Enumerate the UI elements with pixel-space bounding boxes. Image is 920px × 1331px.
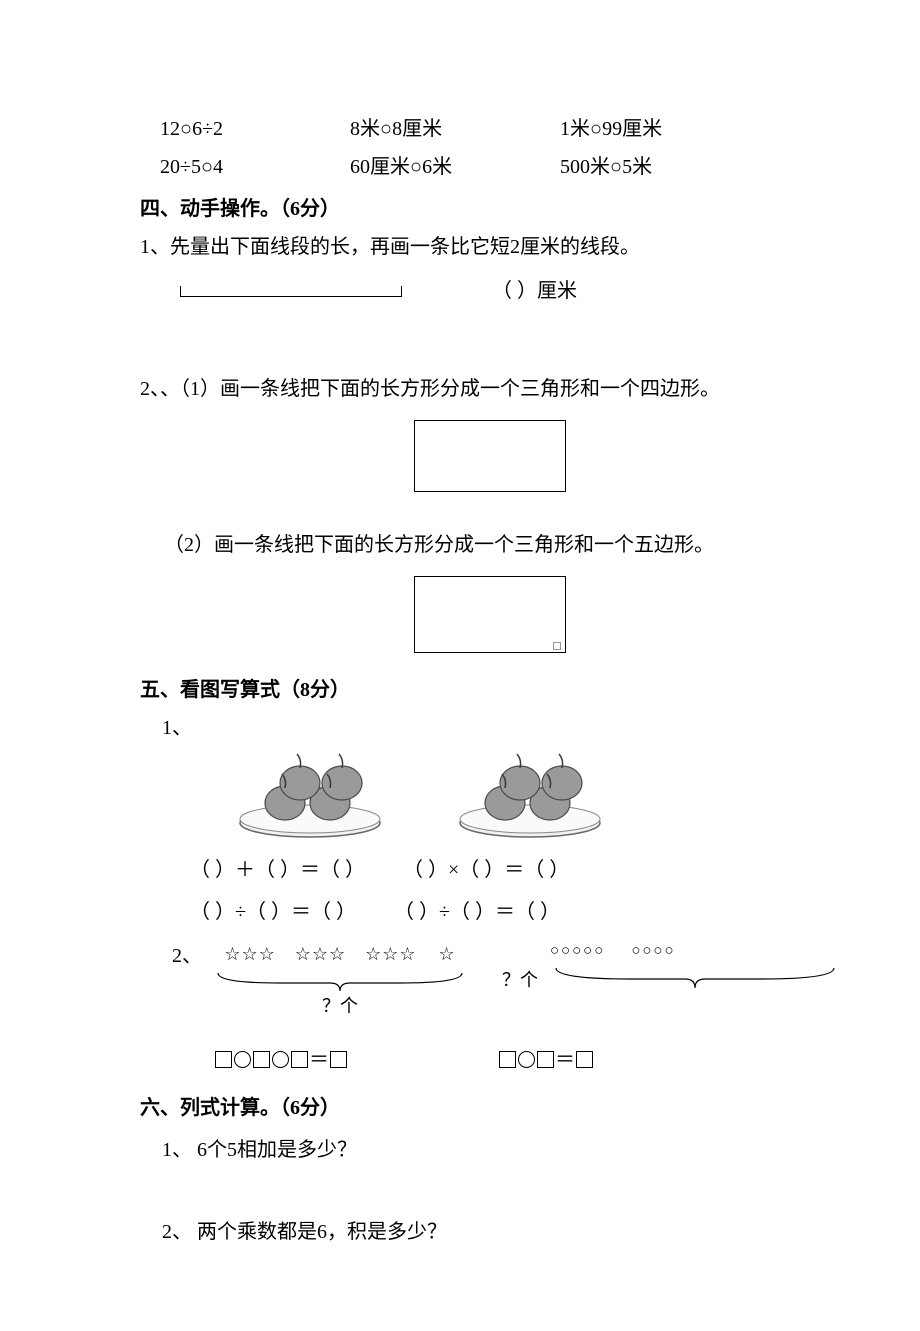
segment-length-blank: （ ）厘米 (492, 272, 577, 310)
compare-1a: 12○6÷2 (160, 110, 350, 148)
section-4-heading: 四、动手操作。（6分） (140, 190, 840, 228)
rectangle-1 (414, 420, 566, 492)
eq-div1: （ ）÷（ ）＝（ ） (190, 901, 356, 923)
s5-eq-row1: （ ）＋（ ）＝（ ） （ ）×（ ）＝（ ） (190, 849, 840, 891)
eq-mul: （ ）×（ ）＝（ ） (403, 859, 569, 881)
brace-right-icon (550, 966, 840, 988)
circles-group-a: ○○○○○ (550, 937, 605, 966)
s6-q1: 1、 6个5相加是多少？ (162, 1131, 840, 1169)
s5-q2-label: 2、 (150, 937, 210, 975)
section-5-heading: 五、看图写算式（8分） (140, 671, 840, 709)
s4-segment-row: （ ）厘米 (140, 272, 840, 310)
eq-add: （ ）＋（ ）＝（ ） (190, 859, 365, 881)
apple-plates (230, 753, 840, 843)
s5-q1-label: 1、 (140, 709, 212, 747)
rectangle-2 (414, 576, 566, 653)
stars-group-b: ☆ (439, 937, 456, 971)
s5-q2: 2、 ☆☆☆ ☆☆☆ ☆☆☆ ☆ ？个 ？个 (150, 937, 840, 1079)
compare-2c: 500米○5米 (560, 148, 780, 186)
s4-q2b: （2）画一条线把下面的长方形分成一个三角形和一个五边形。 (164, 526, 840, 564)
compare-row-1: 12○6÷2 8米○8厘米 1米○99厘米 (160, 110, 840, 148)
line-segment (180, 286, 402, 297)
section-6-heading: 六、列式计算。（6分） (140, 1089, 840, 1127)
box-eq-left: ＝ (214, 1041, 348, 1079)
apple-plate-2-icon (450, 753, 610, 843)
s6-q2: 2、 两个乘数都是6，积是多少？ (162, 1213, 840, 1251)
brace-right-label: ？个 (490, 963, 550, 997)
stars-group-a: ☆☆☆ ☆☆☆ ☆☆☆ (224, 937, 416, 971)
box-equation-row: ＝ ＝ (214, 1041, 840, 1079)
box-eq-right: ＝ (498, 1041, 594, 1079)
compare-2a: 20÷5○4 (160, 148, 350, 186)
s4-q2a: 2、、（1）画一条线把下面的长方形分成一个三角形和一个四边形。 (140, 370, 840, 408)
circles-group-b: ○○○○ (631, 937, 675, 966)
eq-div2: （ ）÷（ ）＝（ ） (394, 901, 560, 923)
compare-2b: 60厘米○6米 (350, 148, 560, 186)
page-marker-icon (553, 642, 561, 650)
worksheet-page: 12○6÷2 8米○8厘米 1米○99厘米 20÷5○4 60厘米○6米 500… (0, 0, 920, 1331)
compare-row-2: 20÷5○4 60厘米○6米 500米○5米 (160, 148, 840, 186)
s5-eq-row2: （ ）÷（ ）＝（ ） （ ）÷（ ）＝（ ） (190, 891, 840, 933)
apple-plate-1-icon (230, 753, 390, 843)
brace-left-icon (210, 971, 470, 991)
compare-1c: 1米○99厘米 (560, 110, 780, 148)
compare-1b: 8米○8厘米 (350, 110, 560, 148)
s4-q1: 1、先量出下面线段的长，再画一条比它短2厘米的线段。 (140, 228, 840, 266)
brace-left-label: ？个 (210, 989, 470, 1023)
